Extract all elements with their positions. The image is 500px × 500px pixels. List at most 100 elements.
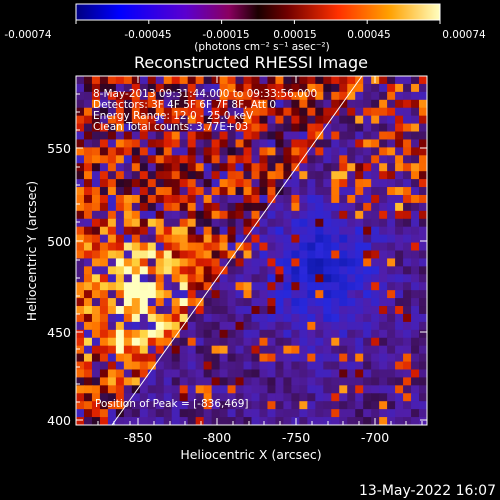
image-pixel <box>235 179 245 188</box>
image-pixel <box>147 298 157 307</box>
image-pixel <box>251 385 261 394</box>
image-pixel <box>283 139 292 148</box>
image-pixel <box>147 179 157 188</box>
image-pixel <box>387 171 396 180</box>
image-pixel <box>115 123 125 133</box>
image-pixel <box>76 242 85 252</box>
image-pixel <box>83 290 93 299</box>
image-pixel <box>243 417 253 425</box>
image-pixel <box>131 353 141 363</box>
image-pixel <box>155 361 165 371</box>
image-pixel <box>115 242 125 252</box>
image-pixel <box>331 345 340 355</box>
image-pixel <box>76 361 85 371</box>
image-pixel <box>363 107 372 117</box>
image-pixel <box>363 91 372 101</box>
image-pixel <box>315 274 324 283</box>
image-pixel <box>291 401 300 410</box>
image-pixel <box>179 306 189 315</box>
image-pixel <box>251 369 261 379</box>
image-pixel <box>179 91 189 101</box>
image-pixel <box>283 202 292 212</box>
image-pixel <box>147 337 157 347</box>
image-pixel <box>123 361 133 371</box>
image-pixel <box>275 226 285 236</box>
image-pixel <box>155 194 165 204</box>
image-pixel <box>347 155 356 164</box>
image-pixel <box>76 91 85 101</box>
image-pixel <box>139 202 149 212</box>
image-pixel <box>123 290 133 299</box>
image-pixel <box>243 179 253 188</box>
image-pixel <box>411 298 420 307</box>
image-pixel <box>115 282 125 291</box>
image-pixel <box>307 345 316 355</box>
image-pixel <box>283 313 292 323</box>
image-pixel <box>323 234 332 244</box>
image-pixel <box>403 393 412 402</box>
image-pixel <box>235 234 245 244</box>
image-pixel <box>347 91 356 101</box>
image-pixel <box>99 131 109 141</box>
image-pixel <box>171 210 181 220</box>
image-pixel <box>99 139 109 148</box>
image-pixel <box>227 290 237 299</box>
image-pixel <box>387 282 396 291</box>
image-pixel <box>187 290 197 299</box>
image-pixel <box>227 298 237 307</box>
image-pixel <box>251 115 261 125</box>
image-pixel <box>91 369 101 379</box>
image-pixel <box>115 337 125 347</box>
image-pixel <box>107 226 117 236</box>
image-pixel <box>403 290 412 299</box>
image-pixel <box>139 313 149 323</box>
image-pixel <box>371 123 380 133</box>
image-pixel <box>83 139 93 148</box>
image-pixel <box>91 179 101 188</box>
colorbar-gradient <box>75 3 441 21</box>
image-pixel <box>219 393 229 402</box>
image-pixel <box>227 313 237 323</box>
image-pixel <box>203 385 213 394</box>
image-pixel <box>131 218 141 228</box>
image-pixel <box>83 385 93 394</box>
image-pixel <box>195 76 205 85</box>
image-pixel <box>243 282 253 291</box>
image-pixel <box>195 417 205 425</box>
image-pixel <box>147 361 157 371</box>
image-pixel <box>347 179 356 188</box>
image-pixel <box>347 83 356 93</box>
image-pixel <box>339 258 348 267</box>
image-pixel <box>371 226 380 236</box>
image-pixel <box>187 187 197 196</box>
image-pixel <box>203 226 213 236</box>
image-pixel <box>363 242 372 252</box>
image-pixel <box>83 123 93 133</box>
image-pixel <box>155 226 165 236</box>
image-pixel <box>195 393 205 402</box>
image-pixel <box>195 210 205 220</box>
image-pixel <box>371 321 380 331</box>
image-pixel <box>411 417 420 425</box>
image-pixel <box>355 393 364 402</box>
image-pixel <box>259 218 269 228</box>
image-pixel <box>179 337 189 347</box>
image-pixel <box>411 242 420 252</box>
image-pixel <box>235 91 245 101</box>
image-pixel <box>299 393 308 402</box>
image-pixel <box>331 353 340 363</box>
image-pixel <box>291 171 300 180</box>
image-pixel <box>363 234 372 244</box>
info-clean-counts: Clean Total counts: 3.77E+03 <box>93 121 248 133</box>
image-pixel <box>419 123 427 133</box>
image-pixel <box>387 337 396 347</box>
image-pixel <box>91 226 101 236</box>
image-pixel <box>195 369 205 379</box>
image-pixel <box>331 107 340 117</box>
image-pixel <box>267 234 277 244</box>
image-pixel <box>331 258 340 267</box>
image-pixel <box>115 218 125 228</box>
image-pixel <box>419 250 427 260</box>
image-pixel <box>379 99 388 109</box>
image-pixel <box>171 147 181 156</box>
